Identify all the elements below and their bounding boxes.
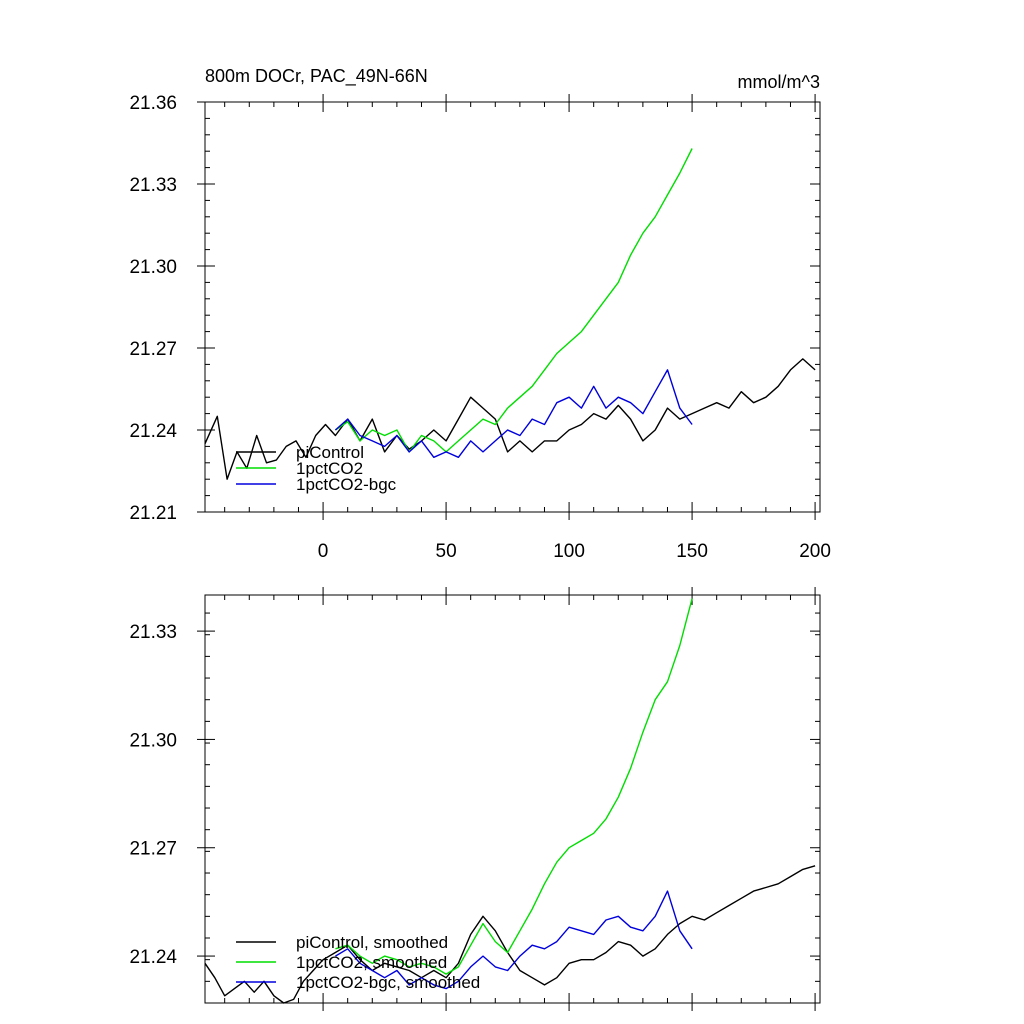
y-tick-label: 21.27 — [129, 839, 177, 860]
x-tick-label: 100 — [553, 541, 585, 562]
legend-label: 1pctCO2-bgc — [296, 475, 397, 494]
top-panel: 21.21 21.24 21.27 21.30 21.33 21.36 0 50 100 150 2… — [129, 66, 830, 562]
series-line-1 — [335, 598, 693, 975]
chart-title: 800m DOCr, PAC_49N-66N — [205, 66, 428, 87]
plot-frame — [204, 101, 821, 513]
x-tick-label: 50 — [436, 541, 457, 562]
y-tick-label: 21.30 — [129, 730, 177, 751]
y-tick-label: 21.36 — [129, 93, 177, 114]
legend-label: 1pctCO2 — [296, 459, 363, 478]
x-tick-label: 200 — [799, 541, 831, 562]
series-line-0 — [204, 865, 816, 1004]
y-tick-label: 21.24 — [129, 947, 177, 968]
legend-label: piControl, smoothed — [296, 933, 448, 952]
series-line-2 — [334, 369, 693, 458]
plot-frame — [204, 594, 821, 1004]
y-tick-label: 21.30 — [129, 257, 177, 278]
legend-label: 1pctCO2-bgc, smoothed — [296, 973, 480, 992]
y-tick-label: 21.27 — [129, 339, 177, 360]
x-tick-label: 0 — [318, 541, 329, 562]
legend-label: 1pctCO2, smoothed — [296, 953, 447, 972]
series-line-2 — [335, 890, 693, 990]
series-line-1 — [335, 148, 693, 453]
y-tick-label: 21.33 — [129, 175, 177, 196]
legend-label: piControl — [296, 443, 364, 462]
x-tick-label: 150 — [676, 541, 708, 562]
y-tick-label: 21.21 — [129, 503, 177, 524]
series-line-0 — [204, 358, 816, 480]
y-tick-label: 21.24 — [129, 421, 177, 442]
units-label: mmol/m^3 — [738, 72, 820, 92]
y-tick-label: 21.33 — [129, 622, 177, 643]
